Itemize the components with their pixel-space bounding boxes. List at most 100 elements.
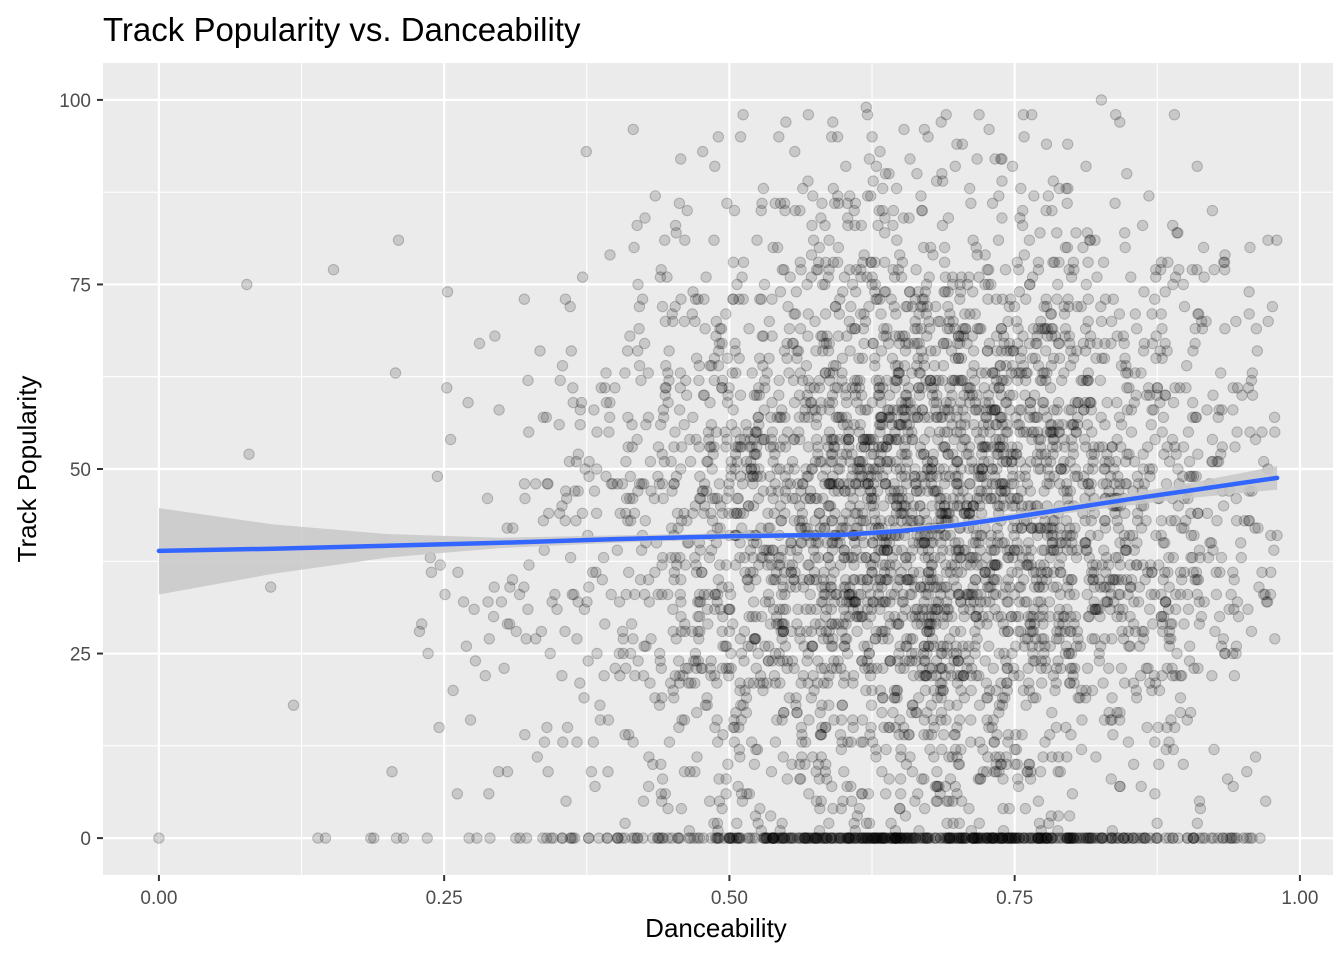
data-point xyxy=(992,610,1004,623)
data-point xyxy=(392,234,405,246)
data-point xyxy=(1226,832,1239,844)
data-point xyxy=(625,618,638,630)
data-point xyxy=(788,463,800,475)
data-point xyxy=(791,352,803,364)
data-point xyxy=(806,832,819,844)
data-point xyxy=(691,751,703,763)
data-point xyxy=(843,478,855,490)
data-point xyxy=(622,441,634,453)
data-point xyxy=(940,337,953,350)
data-point xyxy=(823,234,835,246)
data-point xyxy=(696,566,708,578)
data-point xyxy=(591,647,603,660)
data-point xyxy=(492,766,505,778)
data-point xyxy=(1070,551,1083,564)
data-point xyxy=(711,588,724,601)
data-point xyxy=(510,832,522,844)
data-point xyxy=(1012,323,1024,335)
data-point xyxy=(654,832,666,844)
data-point xyxy=(1262,234,1274,246)
data-point xyxy=(700,271,712,283)
data-point xyxy=(922,588,934,601)
data-point xyxy=(1178,618,1190,630)
x-tick-label: 1.00 xyxy=(1281,888,1318,909)
data-point xyxy=(649,190,661,202)
data-point xyxy=(854,485,866,497)
data-point xyxy=(1036,677,1048,689)
data-point xyxy=(788,433,801,446)
data-point xyxy=(832,241,845,254)
data-point xyxy=(916,204,928,217)
data-point xyxy=(1125,426,1138,438)
data-point xyxy=(979,596,992,608)
data-point xyxy=(425,566,438,578)
data-point xyxy=(1207,389,1219,401)
data-point xyxy=(932,315,944,328)
data-point xyxy=(837,795,849,807)
data-point xyxy=(802,441,815,453)
data-point xyxy=(986,404,999,416)
data-point xyxy=(794,773,807,785)
data-point xyxy=(861,618,874,630)
data-point xyxy=(1177,758,1190,770)
data-point xyxy=(483,788,495,800)
data-point xyxy=(791,706,803,719)
data-point xyxy=(880,330,892,342)
data-point xyxy=(752,817,764,829)
data-point xyxy=(807,234,820,246)
data-point xyxy=(871,470,883,483)
data-point xyxy=(727,618,739,630)
data-point xyxy=(1249,751,1262,763)
data-point xyxy=(837,419,849,431)
data-point xyxy=(1006,832,1018,844)
data-point xyxy=(996,478,1008,490)
data-point xyxy=(888,684,901,697)
data-point xyxy=(994,832,1006,844)
data-point xyxy=(714,559,726,571)
data-point xyxy=(742,574,754,586)
data-point xyxy=(585,766,598,778)
data-point xyxy=(938,729,950,741)
data-point xyxy=(1166,433,1179,446)
data-point xyxy=(1063,647,1075,660)
data-point xyxy=(918,714,931,726)
data-point xyxy=(794,500,806,512)
data-point xyxy=(902,396,914,409)
data-point xyxy=(1051,404,1063,416)
data-point xyxy=(970,610,982,623)
data-point xyxy=(1066,662,1078,674)
data-point xyxy=(735,788,748,800)
data-point xyxy=(894,773,907,785)
data-point xyxy=(856,714,869,726)
data-point xyxy=(845,780,857,793)
data-point xyxy=(469,655,482,667)
data-point xyxy=(955,396,967,409)
data-point xyxy=(319,832,332,844)
data-point xyxy=(848,559,860,571)
data-point xyxy=(994,441,1006,453)
data-point xyxy=(805,396,818,409)
data-point xyxy=(1112,551,1125,564)
data-point xyxy=(918,729,930,741)
data-point xyxy=(918,640,930,652)
data-point xyxy=(834,293,846,305)
data-point xyxy=(815,625,827,638)
data-point xyxy=(781,773,793,785)
data-point xyxy=(1084,330,1097,342)
data-point xyxy=(913,382,925,394)
data-point xyxy=(1170,588,1182,601)
data-point xyxy=(656,300,669,313)
data-point xyxy=(923,271,935,283)
data-point xyxy=(705,832,717,844)
data-point xyxy=(1013,581,1025,593)
data-point xyxy=(655,758,667,770)
data-point xyxy=(938,256,951,268)
data-point xyxy=(935,537,947,549)
data-point xyxy=(1111,330,1123,342)
data-point xyxy=(763,352,775,364)
data-point xyxy=(799,758,811,770)
data-point xyxy=(678,315,691,328)
data-point xyxy=(731,278,743,291)
data-point xyxy=(963,389,975,401)
data-point xyxy=(1187,345,1199,357)
